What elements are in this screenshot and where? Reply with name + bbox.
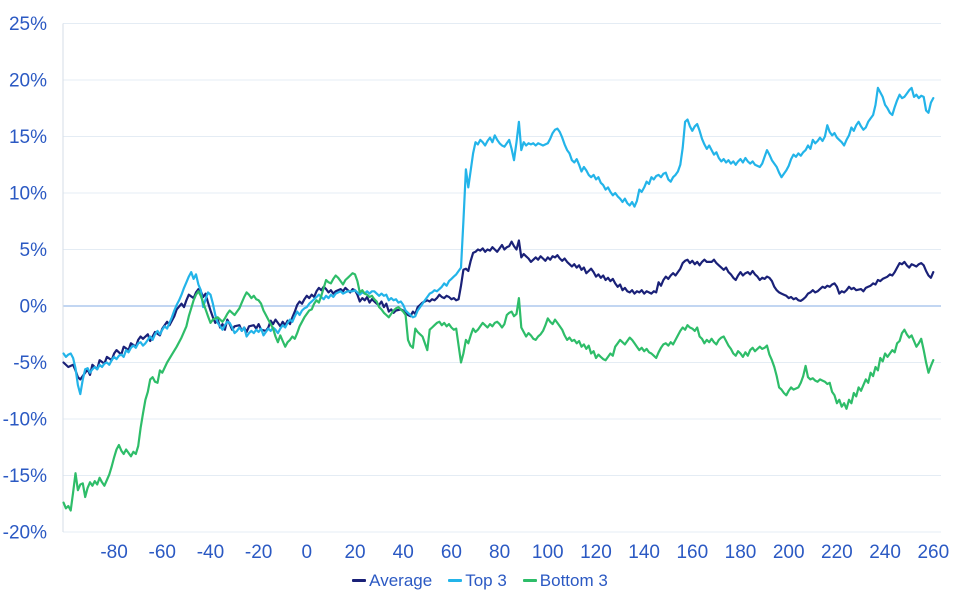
y-axis-tick-label: -15%	[3, 466, 47, 487]
legend-item-top3: Top 3	[448, 572, 507, 589]
y-axis-tick-label: 25%	[9, 14, 47, 35]
legend-label-top3: Top 3	[465, 571, 507, 590]
x-axis-tick-label: 60	[441, 542, 462, 563]
legend-label-bottom3: Bottom 3	[539, 571, 608, 590]
bottom3-line-swatch	[522, 579, 537, 582]
y-axis-tick-label: 0%	[20, 297, 48, 318]
chart-legend: Average Top 3 Bottom 3	[0, 572, 960, 589]
y-axis-tick-label: 20%	[9, 71, 47, 92]
legend-item-bottom3: Bottom 3	[522, 571, 608, 590]
x-axis-tick-label: -20	[245, 542, 272, 563]
x-axis-tick-label: 260	[917, 542, 949, 563]
top3-line-swatch	[448, 579, 463, 582]
x-axis-tick-label: -40	[197, 542, 224, 563]
legend-item-average: Average	[352, 572, 432, 589]
x-axis-tick-label: 200	[773, 542, 805, 563]
x-axis-tick-label: 20	[344, 542, 365, 563]
x-axis-tick-label: 180	[725, 542, 757, 563]
x-axis-tick-label: 80	[489, 542, 510, 563]
x-axis-tick-label: 140	[628, 542, 660, 563]
legend-label-average: Average	[369, 571, 433, 590]
top3-line	[62, 86, 935, 396]
average-line	[62, 239, 935, 381]
y-axis-tick-label: 10%	[9, 184, 47, 205]
y-axis-tick-label: 5%	[20, 240, 48, 261]
x-axis-tick-label: -80	[100, 542, 127, 563]
x-axis-tick-label: 100	[532, 542, 564, 563]
x-axis-tick-label: 120	[580, 542, 612, 563]
x-axis-tick-label: -60	[149, 542, 176, 563]
x-axis-tick-label: 0	[302, 542, 313, 563]
average-line-swatch	[352, 579, 367, 582]
y-axis-tick-label: -5%	[13, 353, 47, 374]
y-axis-tick-label: -10%	[3, 410, 47, 431]
x-axis-tick-label: 220	[821, 542, 853, 563]
y-axis-tick-label: 15%	[9, 127, 47, 148]
x-axis-tick-label: 160	[676, 542, 708, 563]
x-axis-tick-label: 40	[393, 542, 414, 563]
bottom3-line	[62, 272, 935, 512]
y-axis-tick-label: -20%	[3, 523, 47, 544]
x-axis-tick-label: 240	[869, 542, 901, 563]
